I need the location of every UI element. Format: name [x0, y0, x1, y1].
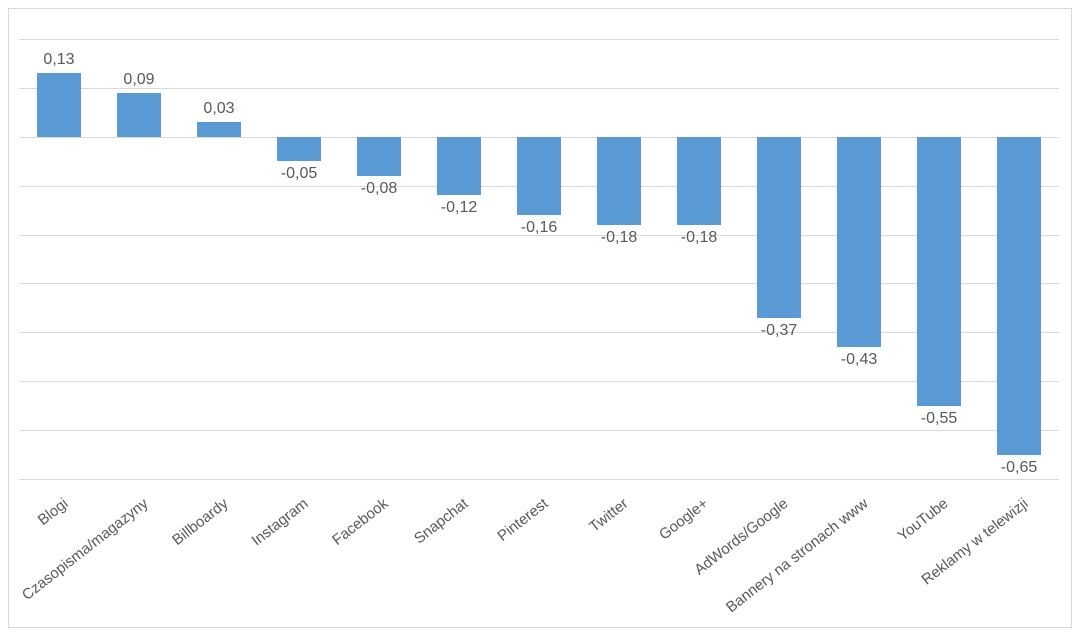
bar-value-label: -0,37 — [739, 322, 819, 340]
bar-value-label: -0,08 — [339, 180, 419, 198]
bar — [757, 137, 801, 318]
bar-value-label: -0,43 — [819, 351, 899, 369]
bar — [197, 122, 241, 137]
bar — [837, 137, 881, 347]
gridline — [19, 39, 1059, 40]
bar-value-label: 0,13 — [19, 51, 99, 69]
chart-frame: 0,130,090,03-0,05-0,08-0,12-0,16-0,18-0,… — [8, 8, 1072, 628]
bar-value-label: -0,12 — [419, 199, 499, 217]
bar-value-label: -0,18 — [659, 229, 739, 247]
bar — [917, 137, 961, 406]
bar — [357, 137, 401, 176]
bar-value-label: -0,05 — [259, 165, 339, 183]
gridline — [19, 430, 1059, 431]
bar — [277, 137, 321, 161]
gridline — [19, 332, 1059, 333]
bar — [677, 137, 721, 225]
bar — [597, 137, 641, 225]
bar-value-label: -0,18 — [579, 229, 659, 247]
bar-value-label: 0,09 — [99, 71, 179, 89]
bar — [37, 73, 81, 137]
bar — [437, 137, 481, 196]
chart-plot: 0,130,090,03-0,05-0,08-0,12-0,16-0,18-0,… — [19, 39, 1059, 479]
bar-value-label: -0,16 — [499, 219, 579, 237]
bar-value-label: 0,03 — [179, 100, 259, 118]
bar — [117, 93, 161, 137]
bar — [997, 137, 1041, 455]
bar — [517, 137, 561, 215]
gridline — [19, 283, 1059, 284]
gridline — [19, 381, 1059, 382]
